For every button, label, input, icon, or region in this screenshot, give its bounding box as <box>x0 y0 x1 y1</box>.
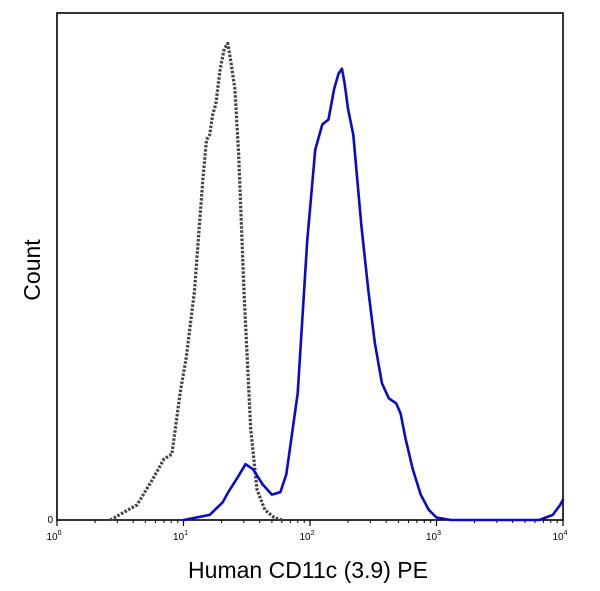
x-tick-label: 100 <box>46 530 61 543</box>
x-tick-label: 102 <box>299 530 314 543</box>
series-layer <box>109 41 565 522</box>
y-axis: 0 <box>47 515 53 526</box>
x-tick-label: 101 <box>173 530 188 543</box>
y-tick-label: 0 <box>47 515 53 526</box>
x-tick-label: 104 <box>552 530 567 543</box>
x-axis-title: Human CD11c (3.9) PE <box>188 557 428 583</box>
control-histogram-line <box>109 41 283 522</box>
plot-frame <box>56 12 564 521</box>
stained-histogram-line <box>182 67 565 522</box>
x-tick-label: 103 <box>426 530 441 543</box>
x-axis: 100 101 102 103 104 <box>46 520 568 543</box>
y-axis-title: Count <box>19 239 45 301</box>
